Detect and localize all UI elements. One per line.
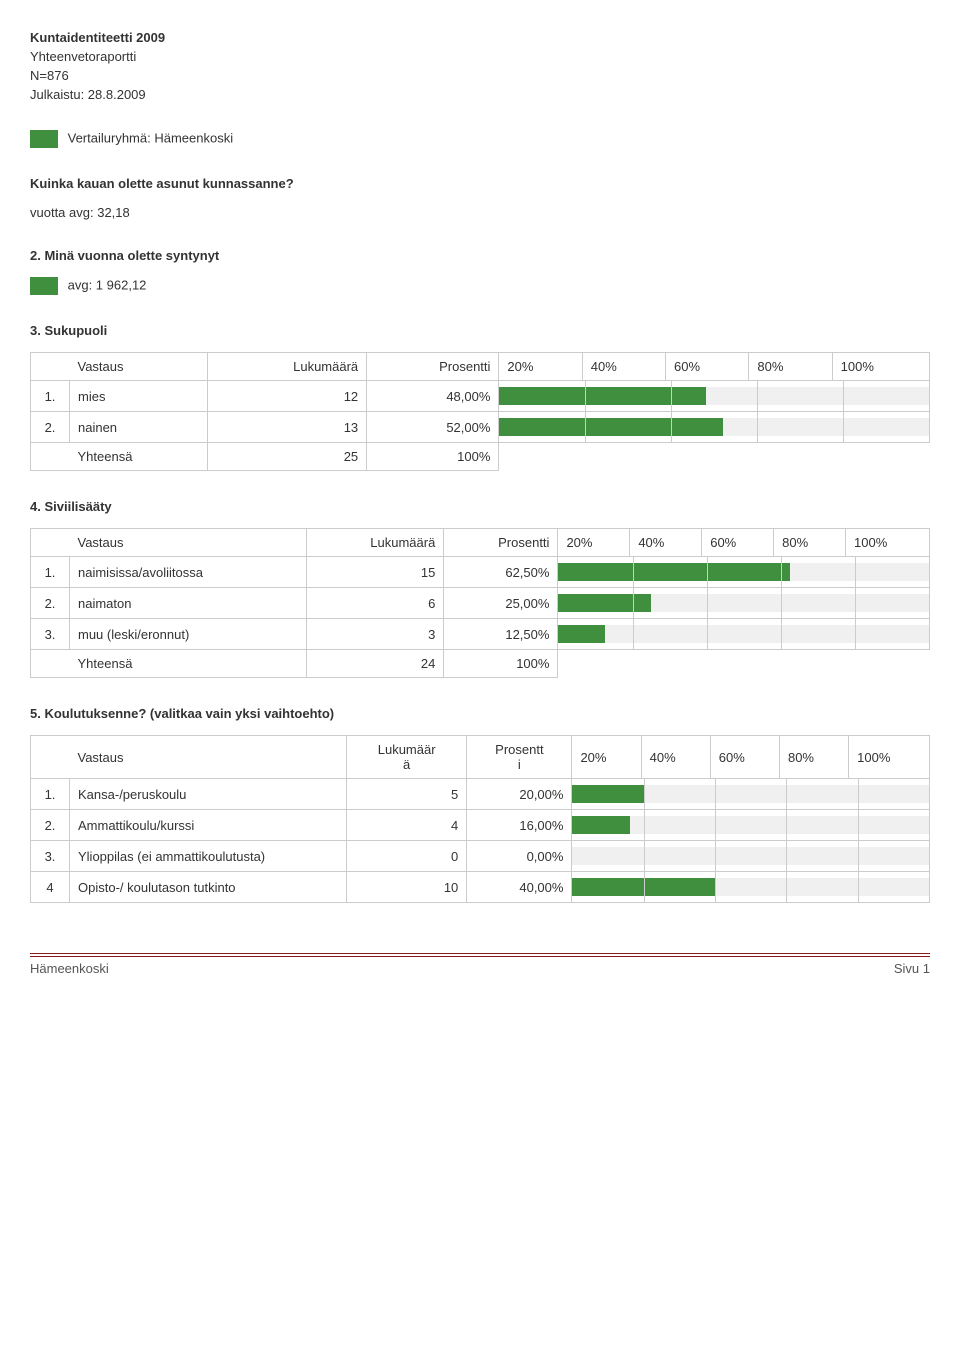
- q4-table: Vastaus Lukumäärä Prosentti20%40%60%80%1…: [30, 528, 930, 678]
- q3-table: Vastaus Lukumäärä Prosentti20%40%60%80%1…: [30, 352, 930, 471]
- legend-swatch: [30, 130, 58, 148]
- q5-table: Vastaus Lukumäärä Prosentti20%40%60%80%1…: [30, 735, 930, 903]
- table-row: 1. mies 12 48,00%: [31, 381, 930, 412]
- total-row: Yhteensä 25 100%: [31, 443, 930, 471]
- table-row: 3. Ylioppilas (ei ammattikoulutusta) 0 0…: [31, 841, 930, 872]
- question-2: 2. Minä vuonna olette syntynyt avg: 1 96…: [30, 248, 930, 295]
- question-5: 5. Koulutuksenne? (valitkaa vain yksi va…: [30, 706, 930, 903]
- compare-label: Vertailuryhmä: Hämeenkoski: [68, 130, 233, 145]
- table-row: 2. nainen 13 52,00%: [31, 412, 930, 443]
- question-1: Kuinka kauan olette asunut kunnassanne? …: [30, 176, 930, 220]
- q2-text: 2. Minä vuonna olette syntynyt: [30, 248, 930, 263]
- total-row: Yhteensä 24 100%: [31, 650, 930, 678]
- q1-avg: vuotta avg: 32,18: [30, 205, 930, 220]
- table-row: 1. Kansa-/peruskoulu 5 20,00%: [31, 779, 930, 810]
- q1-text: Kuinka kauan olette asunut kunnassanne?: [30, 176, 930, 191]
- report-title: Kuntaidentiteetti 2009: [30, 30, 930, 45]
- table-row: 3. muu (leski/eronnut) 3 12,50%: [31, 619, 930, 650]
- table-row: 1. naimisissa/avoliitossa 15 62,50%: [31, 557, 930, 588]
- table-row: 4 Opisto-/ koulutason tutkinto 10 40,00%: [31, 872, 930, 903]
- report-header: Kuntaidentiteetti 2009 Yhteenvetoraportt…: [30, 30, 930, 102]
- legend-swatch: [30, 277, 58, 295]
- footer-right: Sivu 1: [894, 961, 930, 976]
- question-4: 4. Siviilisääty Vastaus Lukumäärä Prosen…: [30, 499, 930, 678]
- report-n: N=876: [30, 68, 930, 83]
- compare-group: Vertailuryhmä: Hämeenkoski: [30, 130, 930, 148]
- q3-title: 3. Sukupuoli: [30, 323, 930, 338]
- footer-left: Hämeenkoski: [30, 961, 109, 976]
- q4-title: 4. Siviilisääty: [30, 499, 930, 514]
- report-published: Julkaistu: 28.8.2009: [30, 87, 930, 102]
- q5-title: 5. Koulutuksenne? (valitkaa vain yksi va…: [30, 706, 930, 721]
- q2-avg: avg: 1 962,12: [68, 277, 147, 292]
- q2-avg-row: avg: 1 962,12: [30, 277, 930, 295]
- page-footer: Hämeenkoski Sivu 1: [30, 953, 930, 976]
- table-row: 2. Ammattikoulu/kurssi 4 16,00%: [31, 810, 930, 841]
- report-subtitle: Yhteenvetoraportti: [30, 49, 930, 64]
- question-3: 3. Sukupuoli Vastaus Lukumäärä Prosentti…: [30, 323, 930, 471]
- table-row: 2. naimaton 6 25,00%: [31, 588, 930, 619]
